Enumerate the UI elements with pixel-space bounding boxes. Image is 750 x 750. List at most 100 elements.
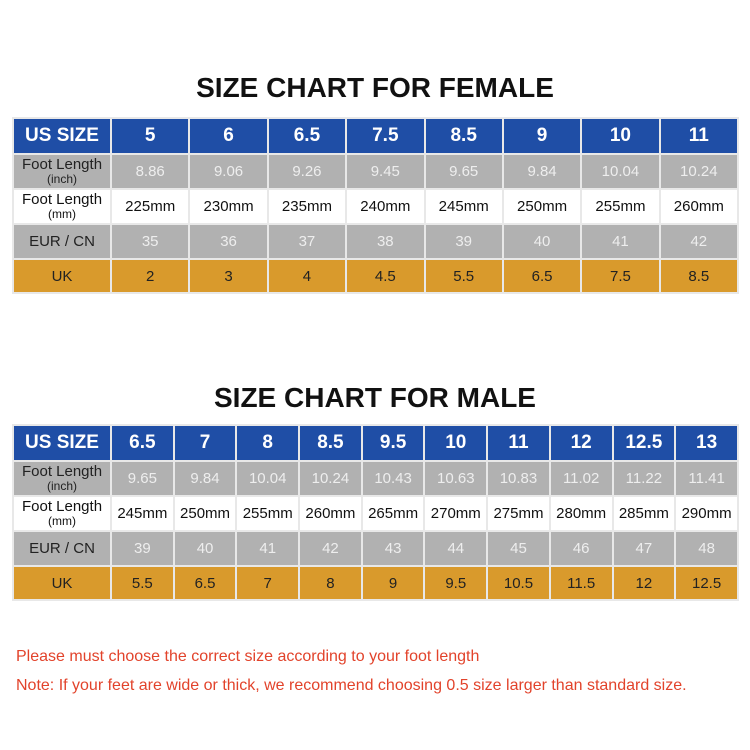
size-cell: 225mm [109,188,191,225]
size-cell: 285mm [611,495,677,532]
size-cell: 12.5 [674,565,739,601]
foot-length-inch-row: Foot Length (inch) 9.65 9.84 10.04 10.24 10.43… [12,460,739,497]
male-size-table: US SIZE 6.5 7 8 8.5 9.5 10 11 12 12.5 13 Foot Lengt… [12,424,739,601]
uk-row: UK 5.5 6.5 7 8 9 9.5 10.5 11.5 12 12.5 [12,565,739,601]
size-cell: 7 [172,424,238,462]
size-cell: 250mm [172,495,238,532]
eur-cn-row: EUR / CN 35 36 37 38 39 40 41 42 [12,223,740,260]
size-cell: 265mm [360,495,426,532]
size-cell: 8 [298,565,363,601]
size-cell: 48 [674,530,739,567]
size-cell: 5.5 [110,565,175,601]
row-label: UK [12,565,112,601]
size-cell: 10.04 [580,153,661,190]
size-cell: 6.5 [501,258,583,294]
wide-feet-note: Note: If your feet are wide or thick, we… [16,677,687,694]
size-cell: 10.63 [423,460,489,497]
size-cell: 40 [501,223,583,260]
size-cell: 260mm [658,188,740,225]
size-cell: 3 [188,258,269,294]
size-cell: 5 [109,117,191,155]
size-cell: 10.83 [486,460,551,497]
size-cell: 7 [235,565,301,601]
size-cell: 275mm [486,495,551,532]
size-cell: 11.02 [548,460,614,497]
size-cell: 44 [423,530,489,567]
foot-length-inch-row: Foot Length (inch) 8.86 9.06 9.26 9.45 9.65 9.8… [12,153,740,190]
size-cell: 270mm [423,495,489,532]
uk-row: UK 2 3 4 4.5 5.5 6.5 7.5 8.5 [12,258,740,294]
foot-length-mm-row: Foot Length (mm) 245mm 250mm 255mm 260mm 265mm… [12,495,739,532]
size-note: Please must choose the correct size acco… [16,648,480,665]
size-cell: 40 [172,530,238,567]
row-label: Foot Length (mm) [12,188,112,225]
size-cell: 7.5 [345,117,426,155]
size-cell: 280mm [548,495,614,532]
size-cell: 8 [235,424,301,462]
size-cell: 45 [486,530,551,567]
row-label: UK [12,258,112,294]
size-cell: 39 [423,223,504,260]
size-cell: 42 [298,530,363,567]
size-cell: 13 [674,424,739,462]
row-label-text: Foot Length [21,498,103,515]
size-cell: 38 [345,223,426,260]
row-label-text: (inch) [46,479,77,493]
size-cell: 255mm [235,495,301,532]
size-cell: 250mm [501,188,583,225]
size-cell: 10.43 [360,460,426,497]
size-cell: 6.5 [266,117,348,155]
size-cell: 9.06 [188,153,269,190]
size-cell: 10.24 [298,460,363,497]
size-cell: 9 [360,565,426,601]
size-cell: 5.5 [423,258,504,294]
foot-length-mm-row: Foot Length (mm) 225mm 230mm 235mm 240mm 245mm… [12,188,740,225]
us-size-row: US SIZE 5 6 6.5 7.5 8.5 9 10 11 [12,117,740,155]
size-cell: 255mm [580,188,661,225]
row-label: Foot Length (mm) [12,495,112,532]
size-cell: 8.5 [658,258,740,294]
male-chart-title: SIZE CHART FOR MALE [214,382,536,413]
size-cell: 35 [109,223,191,260]
size-cell: 9.5 [423,565,489,601]
size-cell: 9.65 [423,153,504,190]
size-cell: 9.45 [345,153,426,190]
row-label: US SIZE [12,117,112,155]
row-label: EUR / CN [12,223,112,260]
size-cell: 245mm [110,495,175,532]
eur-cn-row: EUR / CN 39 40 41 42 43 44 45 46 47 48 [12,530,739,567]
row-label-text: Foot Length [21,463,103,480]
size-cell: 11 [658,117,740,155]
size-cell: 235mm [266,188,348,225]
size-cell: 10.04 [235,460,301,497]
size-cell: 260mm [298,495,363,532]
size-cell: 11 [486,424,551,462]
size-cell: 6 [188,117,269,155]
size-cell: 4.5 [345,258,426,294]
size-cell: 8.86 [109,153,191,190]
size-cell: 9.5 [360,424,426,462]
size-cell: 9.84 [172,460,238,497]
size-cell: 12 [548,424,614,462]
row-label-text: Foot Length [21,191,103,208]
row-label: Foot Length (inch) [12,153,112,190]
size-cell: 39 [110,530,175,567]
size-cell: 8.5 [298,424,363,462]
female-size-table: US SIZE 5 6 6.5 7.5 8.5 9 10 11 Foot Length (inch)… [12,117,740,294]
row-label-text: Foot Length [21,156,103,173]
size-cell: 42 [658,223,740,260]
us-size-row: US SIZE 6.5 7 8 8.5 9.5 10 11 12 12.5 13 [12,424,739,462]
size-cell: 4 [266,258,348,294]
size-cell: 8.5 [423,117,504,155]
size-cell: 9.65 [110,460,175,497]
size-cell: 11.41 [674,460,739,497]
row-label-text: (mm) [48,207,76,221]
size-cell: 10 [423,424,489,462]
size-cell: 12.5 [611,424,677,462]
size-cell: 9 [501,117,583,155]
row-label: US SIZE [12,424,112,462]
size-cell: 10.24 [658,153,740,190]
size-cell: 41 [235,530,301,567]
size-cell: 10 [580,117,661,155]
size-cell: 47 [611,530,677,567]
